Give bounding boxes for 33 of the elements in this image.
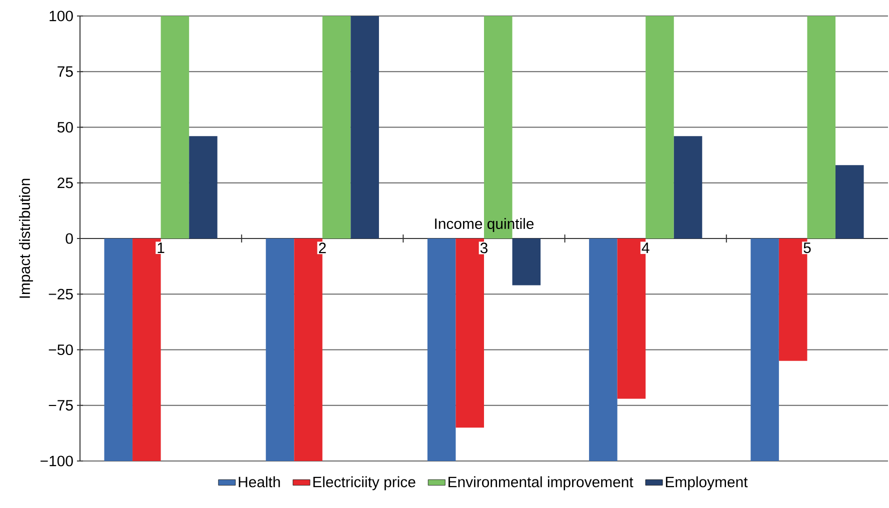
y-tick-label: −100 (40, 456, 73, 466)
y-tick-label: 75 (58, 66, 73, 77)
bar (104, 238, 133, 461)
bar (189, 136, 218, 238)
legend-label: Electriciity price (313, 476, 416, 490)
y-tick-label: 0 (66, 233, 73, 244)
bar (266, 238, 294, 461)
x-tick-label: 5 (804, 242, 811, 254)
bar (835, 165, 864, 238)
y-tick-label: 25 (58, 178, 73, 188)
bar (646, 16, 674, 238)
x-tick-label: 3 (480, 242, 488, 254)
legend-label: Employment (666, 476, 748, 490)
bar (322, 16, 351, 238)
bar (674, 136, 702, 238)
bar (589, 238, 618, 461)
bar (512, 238, 541, 286)
bar (160, 16, 190, 238)
y-tick-label: −50 (48, 344, 73, 356)
bar (750, 238, 779, 461)
y-axis-title: Impact distribution (19, 178, 33, 298)
bar (807, 16, 836, 238)
legend-label: Health (238, 476, 280, 488)
legend-label: Environmental improvement (448, 476, 634, 490)
y-tick-label: −75 (48, 400, 73, 411)
x-tick-label: 1 (158, 242, 164, 253)
bar (350, 16, 379, 238)
x-tick-label: 4 (642, 242, 650, 253)
x-tick-label: 2 (319, 242, 326, 254)
bar (427, 238, 456, 461)
y-tick-label: 100 (50, 10, 73, 22)
y-tick-label: −25 (48, 288, 73, 300)
y-tick-label: 50 (57, 122, 73, 133)
